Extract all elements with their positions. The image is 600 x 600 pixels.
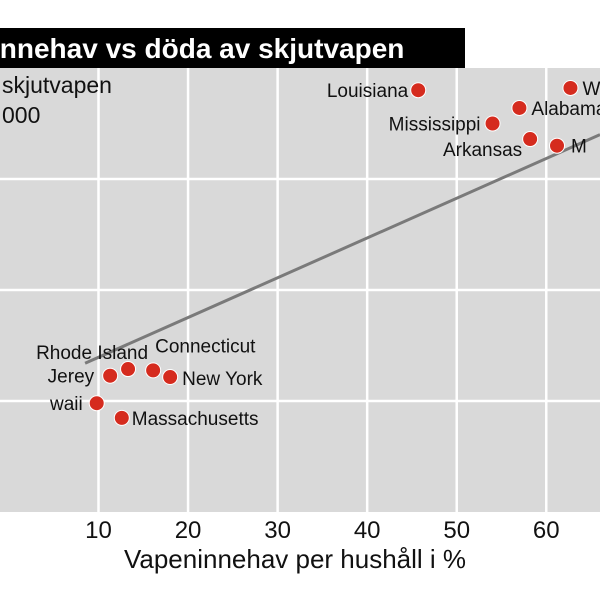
data-point [113,409,130,426]
data-point [145,362,162,379]
data-point [549,137,566,154]
x-tick-label: 10 [85,517,112,544]
x-tick-label: 40 [354,517,381,544]
point-label: New York [182,369,263,390]
y-axis-label-line-1: skjutvapen [2,72,112,98]
point-label: W [582,79,600,100]
point-label: Mississippi [389,115,481,136]
point-label: waii [49,394,83,415]
chart-title: innehav vs döda av skjutvapen [0,33,404,64]
x-tick-label: 20 [175,517,202,544]
data-point [162,369,179,386]
point-label: Louisiana [327,81,409,102]
x-tick-labels: 10 20 30 40 50 60 [85,517,559,544]
data-point [88,395,105,412]
x-tick-label: 30 [264,517,291,544]
point-label: Arkansas [443,140,522,161]
data-point [484,115,501,132]
y-axis-label-line-2: 000 [2,102,40,128]
data-point [410,82,427,99]
data-point [102,367,119,384]
data-points [88,79,579,426]
point-label: Alabama [531,99,600,120]
x-axis-label: Vapeninnehav per hushåll i % [124,544,466,574]
data-point [511,99,528,116]
point-label: Massachusetts [132,409,259,430]
point-labels: Louisiana Mississippi Alabama Arkansas W M Rho… [36,79,600,430]
trend-line [84,133,600,365]
x-tick-label: 50 [443,517,470,544]
point-label: Rhode Island [36,343,148,364]
point-label: M [571,137,587,158]
data-point [120,361,137,378]
data-point [562,79,579,96]
x-tick-label: 60 [533,517,560,544]
point-label: Connecticut [155,336,256,357]
data-point [522,131,539,148]
title-bar [0,28,465,68]
point-label: Jerey [48,367,95,388]
